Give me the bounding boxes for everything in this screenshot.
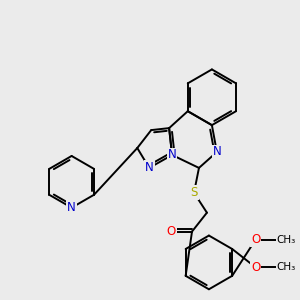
Text: N: N bbox=[145, 161, 154, 174]
Text: CH₃: CH₃ bbox=[277, 235, 296, 244]
Text: S: S bbox=[190, 186, 198, 199]
Text: O: O bbox=[251, 233, 260, 246]
Text: N: N bbox=[67, 201, 76, 214]
Text: N: N bbox=[212, 146, 221, 158]
Text: O: O bbox=[167, 225, 176, 238]
Text: CH₃: CH₃ bbox=[277, 262, 296, 272]
Text: O: O bbox=[251, 261, 260, 274]
Text: N: N bbox=[168, 148, 176, 161]
